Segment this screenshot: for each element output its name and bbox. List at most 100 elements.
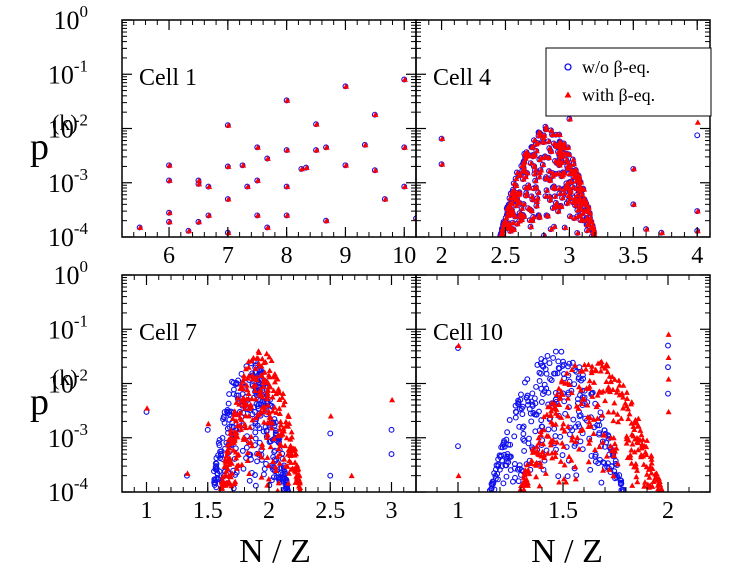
data-point-with-beta-eq <box>549 449 556 456</box>
data-point-with-beta-eq <box>557 190 564 196</box>
data-point-with-beta-eq <box>507 224 514 231</box>
data-point-with-beta-eq <box>519 205 526 211</box>
data-point-with-beta-eq <box>634 439 641 446</box>
data-point-with-beta-eq <box>184 470 191 476</box>
data-point-without-beta-eq <box>597 409 604 416</box>
data-point-without-beta-eq <box>540 466 547 473</box>
data-point-without-beta-eq <box>283 183 290 190</box>
data-point-with-beta-eq <box>553 391 560 398</box>
data-point-without-beta-eq <box>261 465 268 472</box>
data-point-with-beta-eq <box>513 175 520 182</box>
data-point-with-beta-eq <box>620 405 627 411</box>
data-point-with-beta-eq <box>225 196 232 202</box>
data-point-with-beta-eq <box>288 428 295 435</box>
data-point-without-beta-eq <box>523 394 530 401</box>
data-point-with-beta-eq <box>524 170 531 176</box>
data-point-with-beta-eq <box>580 196 587 202</box>
data-point-with-beta-eq <box>249 416 256 423</box>
data-point-with-beta-eq <box>285 446 292 453</box>
data-point-with-beta-eq <box>596 443 603 450</box>
data-point-with-beta-eq <box>540 413 547 420</box>
data-point-with-beta-eq <box>223 468 230 474</box>
data-point-with-beta-eq <box>303 164 310 171</box>
data-point-with-beta-eq <box>275 386 282 392</box>
data-point-with-beta-eq <box>274 376 281 382</box>
data-point-with-beta-eq <box>232 429 239 435</box>
legend: w/o β-eq. with β-eq. <box>545 47 712 117</box>
data-point-with-beta-eq <box>579 426 586 432</box>
data-point-with-beta-eq <box>228 460 235 466</box>
data-point-with-beta-eq <box>236 401 243 407</box>
panel-1: 10-4 10-3 10-2 10-1 100 6 7 8 9 10 Cell 1 <box>48 2 417 269</box>
data-point-without-beta-eq <box>551 223 557 230</box>
data-point-with-beta-eq <box>292 459 299 465</box>
data-point-with-beta-eq <box>271 435 278 442</box>
data-point-with-beta-eq <box>265 476 272 482</box>
data-point-with-beta-eq <box>556 401 563 407</box>
data-point-with-beta-eq <box>589 363 596 369</box>
data-point-with-beta-eq <box>618 415 625 421</box>
data-point-with-beta-eq <box>248 439 255 445</box>
data-point-with-beta-eq <box>502 220 509 227</box>
data-point-with-beta-eq <box>529 193 536 199</box>
data-point-with-beta-eq <box>292 445 299 452</box>
data-point-with-beta-eq <box>276 396 283 402</box>
data-point-without-beta-eq <box>216 468 223 475</box>
data-point-with-beta-eq <box>584 221 591 228</box>
data-point-without-beta-eq <box>570 416 577 423</box>
data-point-with-beta-eq <box>277 440 284 447</box>
data-point-with-beta-eq <box>585 423 592 430</box>
data-point-with-beta-eq <box>547 412 554 419</box>
data-point-with-beta-eq <box>544 212 551 218</box>
data-point-with-beta-eq <box>580 185 587 191</box>
data-point-with-beta-eq <box>570 184 577 190</box>
y-tick-label: 10-1 <box>48 56 88 89</box>
data-point-without-beta-eq <box>518 405 525 412</box>
data-point-with-beta-eq <box>629 441 636 447</box>
data-point-with-beta-eq <box>572 202 579 208</box>
data-point-with-beta-eq <box>545 433 552 439</box>
x-tick-label: 2 <box>436 243 448 269</box>
x-tick-label: 1.5 <box>548 498 578 524</box>
data-point-without-beta-eq <box>254 212 261 219</box>
data-point-without-beta-eq <box>612 458 619 464</box>
data-point-with-beta-eq <box>249 372 256 378</box>
data-point-with-beta-eq <box>542 232 547 237</box>
data-point-with-beta-eq <box>643 226 650 232</box>
data-point-with-beta-eq <box>619 390 626 396</box>
data-point-with-beta-eq <box>286 457 293 463</box>
data-point-without-beta-eq <box>533 147 540 154</box>
data-point-with-beta-eq <box>607 443 614 449</box>
data-point-with-beta-eq <box>271 371 278 377</box>
data-point-with-beta-eq <box>348 472 355 479</box>
data-point-without-beta-eq <box>327 430 334 437</box>
data-point-with-beta-eq <box>624 454 631 460</box>
data-point-without-beta-eq <box>542 193 549 200</box>
data-point-with-beta-eq <box>581 361 588 368</box>
data-point-with-beta-eq <box>625 415 632 422</box>
data-point-with-beta-eq <box>540 161 547 168</box>
data-point-without-beta-eq <box>665 342 671 349</box>
data-point-without-beta-eq <box>577 412 584 419</box>
data-point-with-beta-eq <box>533 202 540 209</box>
data-point-without-beta-eq <box>233 379 240 386</box>
data-point-with-beta-eq <box>517 486 524 492</box>
data-point-with-beta-eq <box>264 392 271 399</box>
data-point-with-beta-eq <box>264 224 271 230</box>
data-point-with-beta-eq <box>634 467 641 473</box>
data-point-with-beta-eq <box>623 435 630 442</box>
y-axis-label-bottom: p (k) <box>30 365 78 423</box>
data-point-without-beta-eq <box>526 435 532 442</box>
data-point-with-beta-eq <box>238 461 245 468</box>
data-point-with-beta-eq <box>238 381 245 387</box>
data-point-with-beta-eq <box>581 200 588 206</box>
data-point-with-beta-eq <box>609 386 616 393</box>
data-point-with-beta-eq <box>547 441 554 448</box>
data-point-with-beta-eq <box>295 472 302 478</box>
y-label-bottom-superscript: (k) <box>52 365 78 390</box>
data-point-with-beta-eq <box>267 443 274 450</box>
data-point-with-beta-eq <box>528 457 535 463</box>
data-point-with-beta-eq <box>557 144 564 151</box>
data-point-with-beta-eq <box>531 163 538 169</box>
data-point-with-beta-eq <box>580 210 587 216</box>
